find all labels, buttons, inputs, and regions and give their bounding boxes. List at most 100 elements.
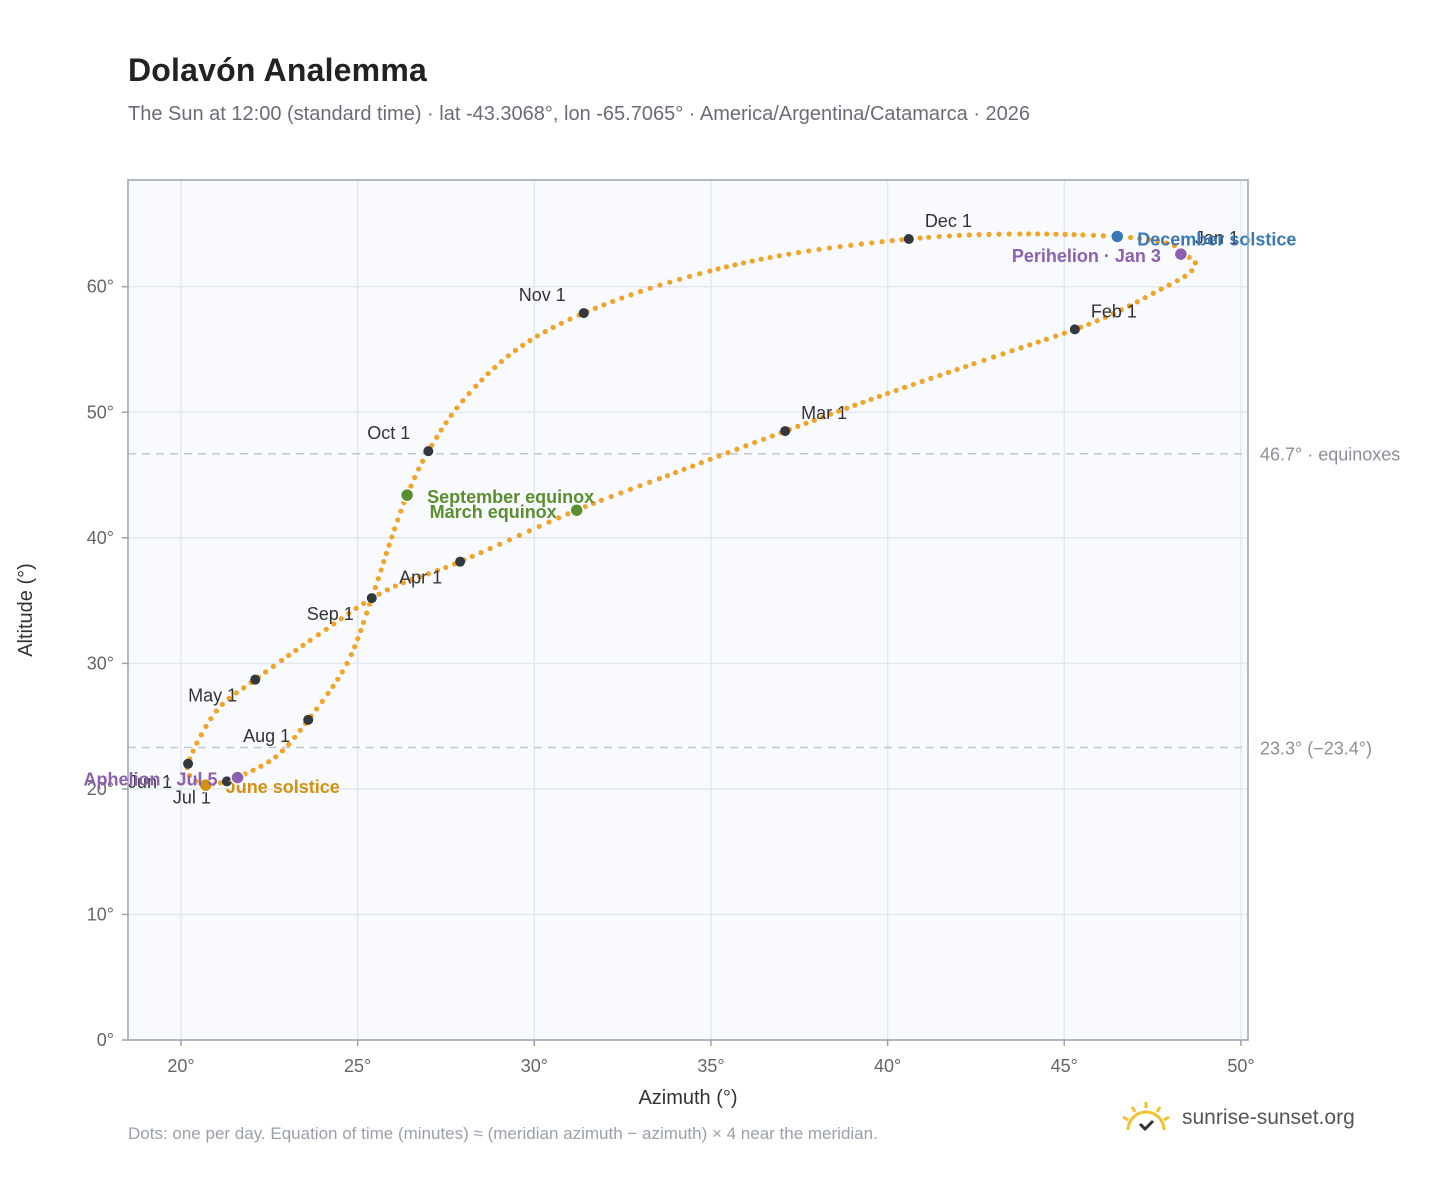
- month-label: May 1: [188, 686, 237, 706]
- daily-dot: [902, 384, 908, 391]
- daily-dot: [664, 473, 671, 479]
- daily-dot: [546, 519, 552, 525]
- daily-dot: [1000, 351, 1006, 357]
- daily-dot: [438, 427, 444, 433]
- daily-dot: [460, 398, 466, 404]
- event-marker: [198, 777, 213, 793]
- daily-dot: [313, 706, 320, 712]
- month-label: Sep 1: [307, 604, 354, 624]
- daily-dot: [479, 377, 485, 383]
- daily-dot: [270, 663, 276, 669]
- daily-dot: [487, 545, 493, 552]
- footnote: Dots: one per day. Equation of time (min…: [128, 1124, 878, 1143]
- daily-dot: [241, 685, 247, 691]
- x-tick-label: 50°: [1227, 1056, 1254, 1076]
- daily-dot: [372, 585, 378, 591]
- daily-dot: [364, 610, 370, 616]
- daily-dot: [1080, 232, 1086, 238]
- daily-dot: [384, 587, 390, 593]
- daily-dot: [497, 541, 503, 547]
- daily-dot: [469, 553, 475, 560]
- daily-dot: [429, 442, 435, 448]
- month-label: Jul 1: [173, 787, 211, 807]
- daily-dot: [319, 698, 325, 704]
- daily-dot: [1182, 273, 1188, 279]
- daily-dot: [392, 583, 398, 589]
- daily-dot: [297, 727, 303, 733]
- month-marker: [221, 776, 232, 787]
- daily-dot: [732, 262, 738, 268]
- daily-dot: [233, 690, 239, 696]
- daily-dot: [1094, 318, 1100, 324]
- daily-dot: [520, 342, 526, 348]
- daily-dot: [492, 364, 498, 371]
- daily-dot: [598, 497, 605, 503]
- daily-dot: [466, 390, 472, 397]
- daily-dot: [1053, 231, 1059, 237]
- x-tick-label: 30°: [521, 1056, 548, 1076]
- daily-dot: [690, 463, 696, 469]
- daily-dot: [956, 232, 962, 239]
- month-label: Nov 1: [519, 285, 566, 305]
- daily-dot: [681, 466, 687, 472]
- daily-dot: [858, 241, 864, 247]
- month-marker: [303, 714, 314, 725]
- daily-dot: [353, 605, 359, 611]
- daily-dot: [928, 375, 934, 381]
- daily-dot: [1061, 330, 1067, 336]
- daily-dot: [498, 358, 505, 365]
- event-marker: [1173, 246, 1189, 262]
- month-marker: [578, 308, 589, 319]
- daily-dot: [610, 298, 616, 305]
- plot-area: [128, 180, 1248, 1040]
- daily-dot: [263, 669, 269, 675]
- daily-dot: [213, 708, 219, 714]
- daily-dot: [208, 716, 214, 722]
- daily-dot: [971, 361, 977, 367]
- month-marker: [1069, 324, 1080, 335]
- daily-dot: [806, 248, 812, 254]
- daily-dot: [816, 246, 822, 253]
- daily-dot: [986, 231, 992, 237]
- daily-dot: [981, 357, 987, 363]
- daily-dot: [443, 420, 449, 426]
- event-label: Aphelion · Jul 5: [84, 770, 218, 790]
- daily-dot: [619, 295, 625, 301]
- month-marker: [366, 593, 377, 604]
- daily-dot: [398, 508, 404, 514]
- daily-dot: [383, 550, 389, 556]
- daily-dot: [1166, 282, 1172, 288]
- daily-dot: [582, 504, 588, 510]
- y-tick-label: 30°: [87, 653, 114, 673]
- daily-dot: [376, 591, 382, 597]
- daily-dot: [425, 571, 431, 577]
- daily-dot: [408, 577, 415, 583]
- daily-dot: [378, 567, 384, 573]
- daily-dot: [190, 748, 196, 754]
- event-label: December solstice: [1137, 229, 1296, 249]
- daily-dot: [307, 637, 313, 643]
- month-marker: [183, 758, 194, 769]
- daily-dot: [991, 354, 997, 360]
- daily-dot: [1053, 333, 1059, 339]
- daily-dot: [325, 690, 331, 697]
- daily-dot: [1086, 321, 1092, 327]
- daily-dot: [844, 405, 850, 411]
- daily-dot: [786, 251, 792, 257]
- daily-dot: [273, 754, 279, 760]
- daily-dot: [1102, 314, 1108, 320]
- daily-dot: [315, 632, 321, 638]
- daily-dot: [339, 669, 345, 675]
- daily-dot: [1118, 307, 1124, 313]
- daily-dot: [355, 636, 361, 642]
- daily-dot: [667, 279, 673, 285]
- chart-title: Dolavón Analemma: [128, 52, 427, 88]
- daily-dot: [910, 381, 916, 388]
- reference-lines: 46.7° · equinoxes 23.3° (−23.4°): [128, 445, 1400, 758]
- x-tick-label: 20°: [167, 1056, 194, 1076]
- daily-dot: [601, 302, 607, 308]
- daily-dot: [323, 626, 329, 632]
- x-tick-label: 35°: [697, 1056, 724, 1076]
- month-marker: [250, 674, 261, 685]
- y-tick-label: 10°: [87, 904, 114, 924]
